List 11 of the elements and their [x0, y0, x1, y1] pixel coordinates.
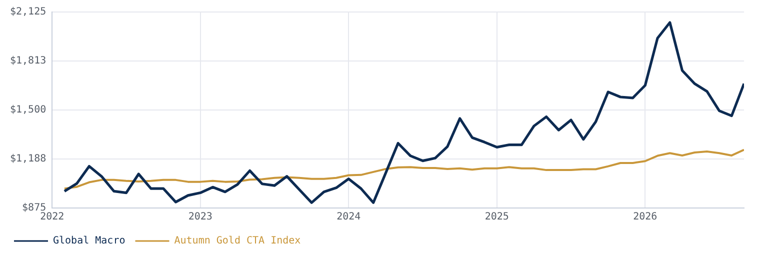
y-tick-label: $1,813 [10, 56, 46, 67]
x-tick-label: 2023 [188, 212, 212, 223]
y-tick-label: $2,125 [10, 6, 46, 18]
y-tick-label: $1,188 [10, 154, 46, 165]
legend-label: Autumn Gold CTA Index [174, 236, 301, 247]
y-tick-label: $1,500 [10, 104, 46, 116]
x-tick-label: 2025 [484, 212, 509, 223]
legend-label: Global Macro [53, 236, 126, 247]
x-tick-label: 2024 [336, 212, 361, 223]
x-tick-label: 2026 [633, 212, 658, 223]
x-tick-label: 2022 [40, 212, 64, 223]
